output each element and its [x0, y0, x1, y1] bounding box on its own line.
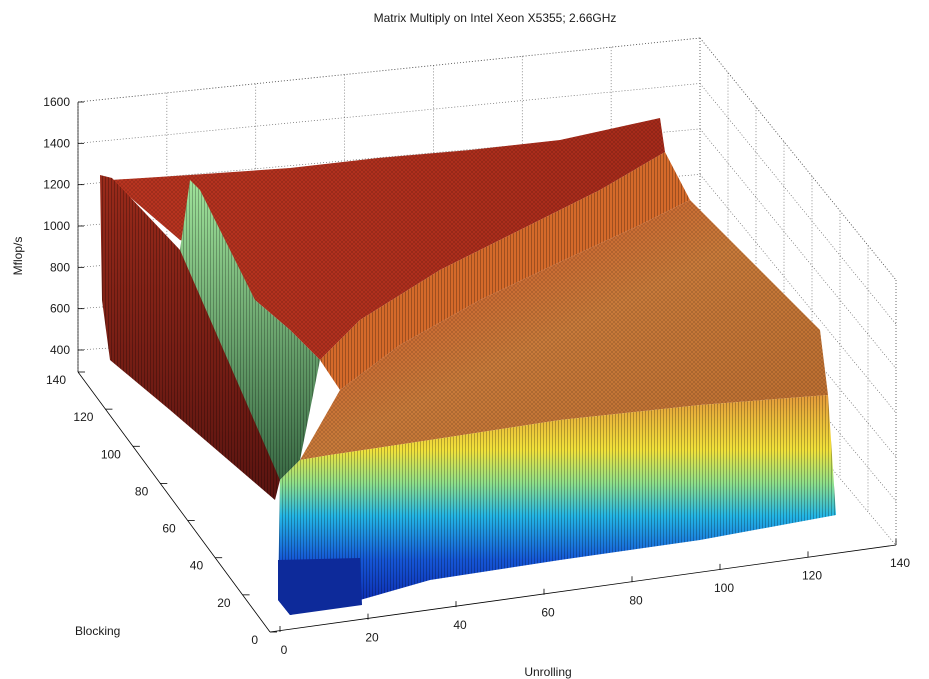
y-tick-label: 40: [190, 559, 204, 573]
y-tick-label: 100: [101, 447, 121, 461]
surface-low-blocking-notch: [278, 558, 362, 615]
x-tick-label: 100: [714, 581, 734, 595]
z-tick-label: 400: [50, 343, 70, 357]
z-grid-line: [699, 37, 897, 281]
z-axis-label: Mflop/s: [11, 237, 25, 276]
z-grid-line: [699, 83, 897, 325]
z-grid-line: [77, 83, 701, 144]
y-axis-label: Blocking: [75, 624, 120, 638]
y-tick-label: 120: [73, 410, 93, 424]
chart-title: Matrix Multiply on Intel Xeon X5355; 2.6…: [374, 11, 617, 25]
x-tick-label: 40: [453, 618, 467, 632]
y-tick-label: 0: [251, 633, 258, 647]
z-grid-line: [77, 128, 701, 186]
x-tick-label: 0: [281, 643, 288, 657]
y-tick-label: 60: [162, 522, 176, 536]
x-tick-label: 20: [365, 631, 379, 645]
x-axis-ticks: 0 20 40 60 80 100 120 140: [279, 539, 910, 657]
surface: [100, 118, 836, 615]
z-tick-label: 1200: [43, 178, 70, 192]
z-tick-label: 1400: [43, 136, 70, 150]
z-tick-label: 800: [50, 260, 70, 274]
z-tick-label: 1000: [43, 219, 70, 233]
x-tick-label: 60: [541, 606, 555, 620]
z-tick-label: 600: [50, 302, 70, 316]
y-axis-ticks: 0 20 40 60 80 100 120 140: [46, 371, 277, 647]
z-axis-ticks: 400 600 800 1000 1200 1400 1600: [43, 95, 84, 357]
x-tick-label: 120: [802, 568, 822, 582]
y-tick-label: 140: [46, 373, 66, 387]
z-grid-line: [699, 174, 897, 413]
z-grid-line: [77, 37, 701, 103]
x-tick-label: 140: [890, 556, 910, 570]
y-tick-label: 20: [217, 596, 231, 610]
x-tick-label: 80: [629, 593, 643, 607]
z-tick-label: 1600: [43, 95, 70, 109]
z-grid-line: [699, 128, 897, 369]
x-axis-label: Unrolling: [524, 665, 571, 679]
y-tick-label: 80: [135, 484, 149, 498]
